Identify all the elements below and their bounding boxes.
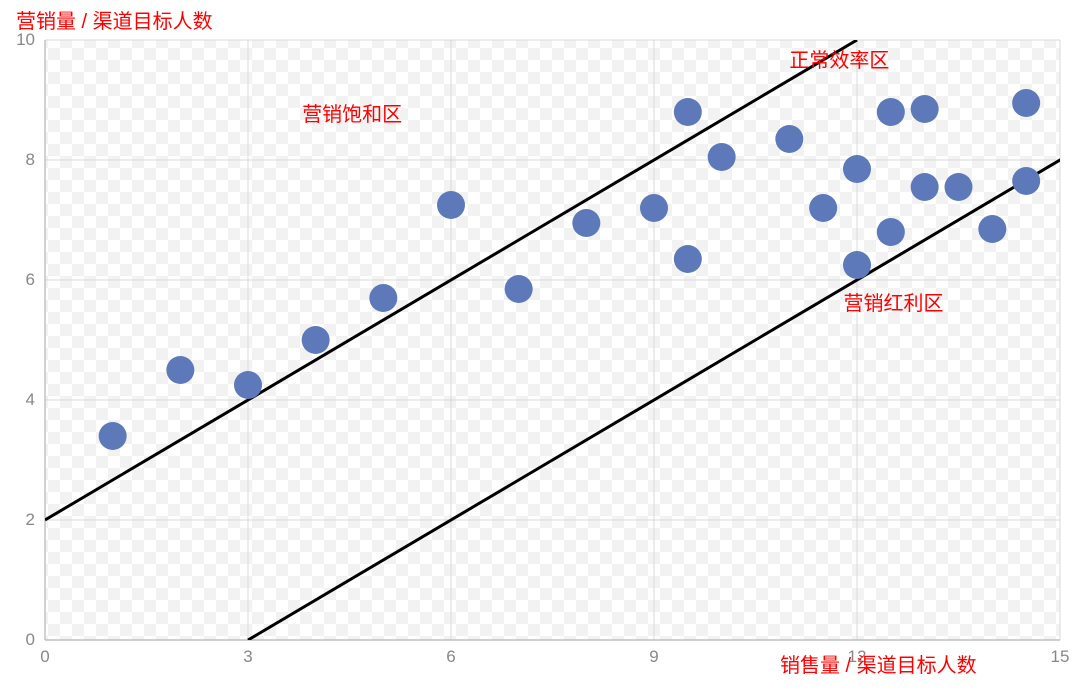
data-point [640, 194, 668, 222]
plot-background [45, 40, 1060, 640]
y-tick-label: 4 [26, 390, 35, 409]
x-axis-title: 销售量 / 渠道目标人数 [780, 654, 977, 677]
region-label: 营销红利区 [843, 292, 943, 315]
data-point [1012, 89, 1040, 117]
data-point [877, 98, 905, 126]
data-point [978, 215, 1006, 243]
x-tick-label: 0 [40, 647, 49, 666]
data-point [843, 251, 871, 279]
data-point [369, 284, 397, 312]
y-axis-title: 营销量 / 渠道目标人数 [16, 10, 213, 33]
data-point [505, 275, 533, 303]
x-tick-label: 3 [243, 647, 252, 666]
data-point [911, 173, 939, 201]
y-tick-label: 0 [26, 630, 35, 649]
data-point [234, 371, 262, 399]
data-point [775, 125, 803, 153]
data-point [674, 245, 702, 273]
data-point [302, 326, 330, 354]
data-point [911, 95, 939, 123]
region-label: 正常效率区 [789, 49, 889, 72]
region-label: 营销饱和区 [302, 103, 402, 126]
scatter-chart: 036912150246810营销饱和区正常效率区营销红利区营销量 / 渠道目标… [0, 0, 1080, 695]
data-point [437, 191, 465, 219]
data-point [572, 209, 600, 237]
y-tick-label: 2 [26, 510, 35, 529]
data-point [99, 422, 127, 450]
data-point [877, 218, 905, 246]
x-tick-label: 9 [649, 647, 658, 666]
data-point [843, 155, 871, 183]
data-point [1012, 167, 1040, 195]
y-tick-label: 6 [26, 270, 35, 289]
data-point [166, 356, 194, 384]
data-point [708, 143, 736, 171]
data-point [674, 98, 702, 126]
x-tick-label: 15 [1051, 647, 1070, 666]
data-point [809, 194, 837, 222]
data-point [945, 173, 973, 201]
x-tick-label: 6 [446, 647, 455, 666]
y-tick-label: 8 [26, 150, 35, 169]
